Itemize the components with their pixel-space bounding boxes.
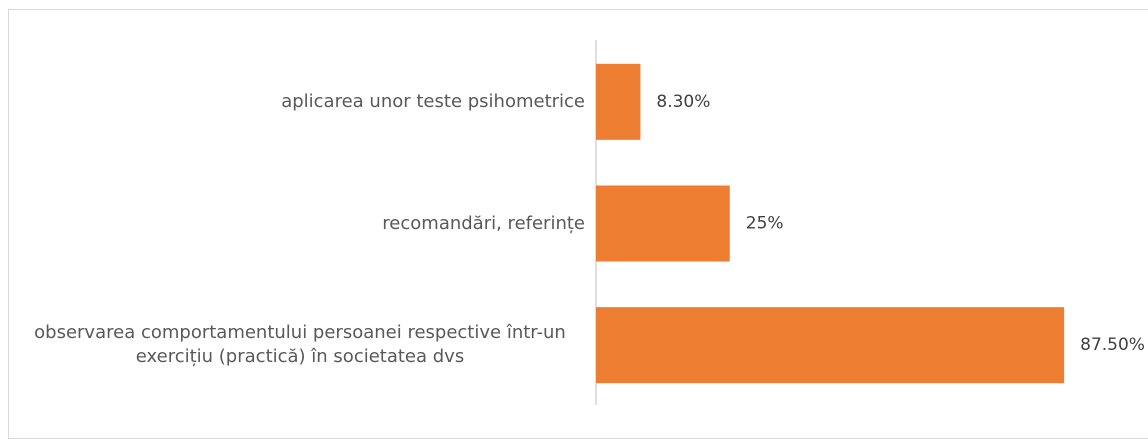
bar <box>596 63 641 140</box>
category-label: recomandări, referințe <box>382 212 585 234</box>
category-label: aplicarea unor teste psihometrice <box>281 90 585 112</box>
data-label: 8.30% <box>656 92 710 112</box>
category-label: observarea comportamentului persoanei re… <box>34 322 566 368</box>
category-label-box: recomandări, referințe <box>5 174 585 274</box>
bar <box>596 185 730 262</box>
chart: 8.30% 25% 87.50% <box>595 40 1145 405</box>
data-label: 25% <box>746 214 784 234</box>
category-label-box: aplicarea unor teste psihometrice <box>5 52 585 152</box>
data-label: 87.50% <box>1080 335 1145 355</box>
category-label-box: observarea comportamentului persoanei re… <box>5 295 585 395</box>
page: 8.30%25%87.50% (() => { const data = JSO… <box>5 9 1148 439</box>
bar <box>596 307 1065 384</box>
